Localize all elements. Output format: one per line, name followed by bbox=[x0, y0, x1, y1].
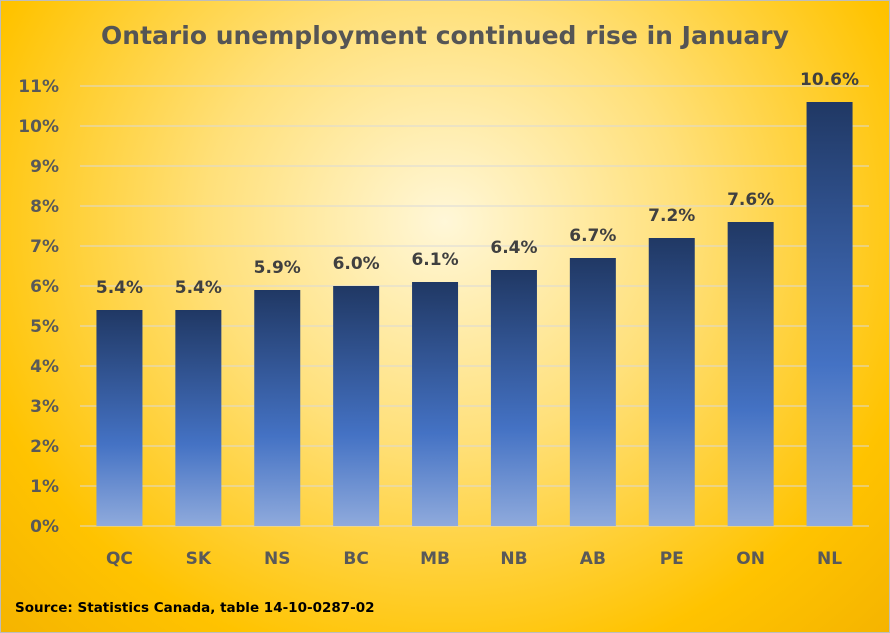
data-label: 6.0% bbox=[333, 254, 380, 274]
x-axis: QC SK NS BC MB NB AB PE ON NL bbox=[106, 549, 842, 569]
bar bbox=[412, 282, 459, 526]
x-tick-label: BC bbox=[343, 549, 368, 569]
y-tick-label: 2% bbox=[30, 437, 59, 457]
bar bbox=[96, 310, 143, 526]
y-tick-label: 5% bbox=[30, 317, 59, 337]
x-tick-label: NB bbox=[500, 549, 527, 569]
data-label: 7.2% bbox=[648, 206, 695, 226]
y-tick-label: 1% bbox=[30, 477, 59, 497]
y-tick-label: 10% bbox=[18, 117, 59, 137]
y-tick-label: 11% bbox=[18, 77, 59, 97]
bars bbox=[96, 102, 853, 526]
x-tick-label: NL bbox=[817, 549, 842, 569]
data-label: 5.9% bbox=[254, 258, 301, 278]
data-labels: 5.4% 5.4% 5.9% 6.0% 6.1% 6.4% 6.7% 7.2% 7.6% 10.6… bbox=[96, 70, 859, 298]
data-label: 6.4% bbox=[490, 238, 537, 258]
bar bbox=[806, 102, 853, 526]
x-tick-label: MB bbox=[420, 549, 450, 569]
bar bbox=[569, 258, 616, 526]
y-tick-label: 8% bbox=[30, 197, 59, 217]
data-label: 6.7% bbox=[569, 226, 616, 246]
data-label: 5.4% bbox=[96, 278, 143, 298]
bar bbox=[254, 290, 301, 526]
y-tick-label: 6% bbox=[30, 277, 59, 297]
x-tick-label: SK bbox=[186, 549, 212, 569]
data-label: 6.1% bbox=[411, 250, 458, 270]
data-label: 7.6% bbox=[727, 190, 774, 210]
bar bbox=[727, 222, 774, 526]
data-label: 5.4% bbox=[175, 278, 222, 298]
y-tick-label: 9% bbox=[30, 157, 59, 177]
x-tick-label: ON bbox=[736, 549, 765, 569]
bar bbox=[333, 286, 380, 526]
bar bbox=[175, 310, 222, 526]
bar bbox=[648, 238, 695, 526]
y-tick-label: 3% bbox=[30, 397, 59, 417]
y-axis: 0% 1% 2% 3% 4% 5% 6% 7% 8% 9% 10% 11% bbox=[18, 77, 59, 537]
chart-title: Ontario unemployment continued rise in J… bbox=[101, 21, 789, 50]
x-tick-label: AB bbox=[580, 549, 606, 569]
x-tick-label: NS bbox=[264, 549, 290, 569]
y-tick-label: 0% bbox=[30, 517, 59, 537]
x-tick-label: QC bbox=[106, 549, 133, 569]
data-label: 10.6% bbox=[800, 70, 859, 90]
y-tick-label: 4% bbox=[30, 357, 59, 377]
y-tick-label: 7% bbox=[30, 237, 59, 257]
bar bbox=[490, 270, 537, 526]
source-note: Source: Statistics Canada, table 14-10-0… bbox=[15, 600, 375, 616]
x-tick-label: PE bbox=[660, 549, 684, 569]
